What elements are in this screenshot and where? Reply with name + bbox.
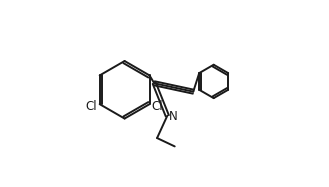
Text: N: N: [168, 110, 177, 123]
Text: Cl: Cl: [152, 99, 164, 113]
Text: Cl: Cl: [86, 99, 97, 113]
